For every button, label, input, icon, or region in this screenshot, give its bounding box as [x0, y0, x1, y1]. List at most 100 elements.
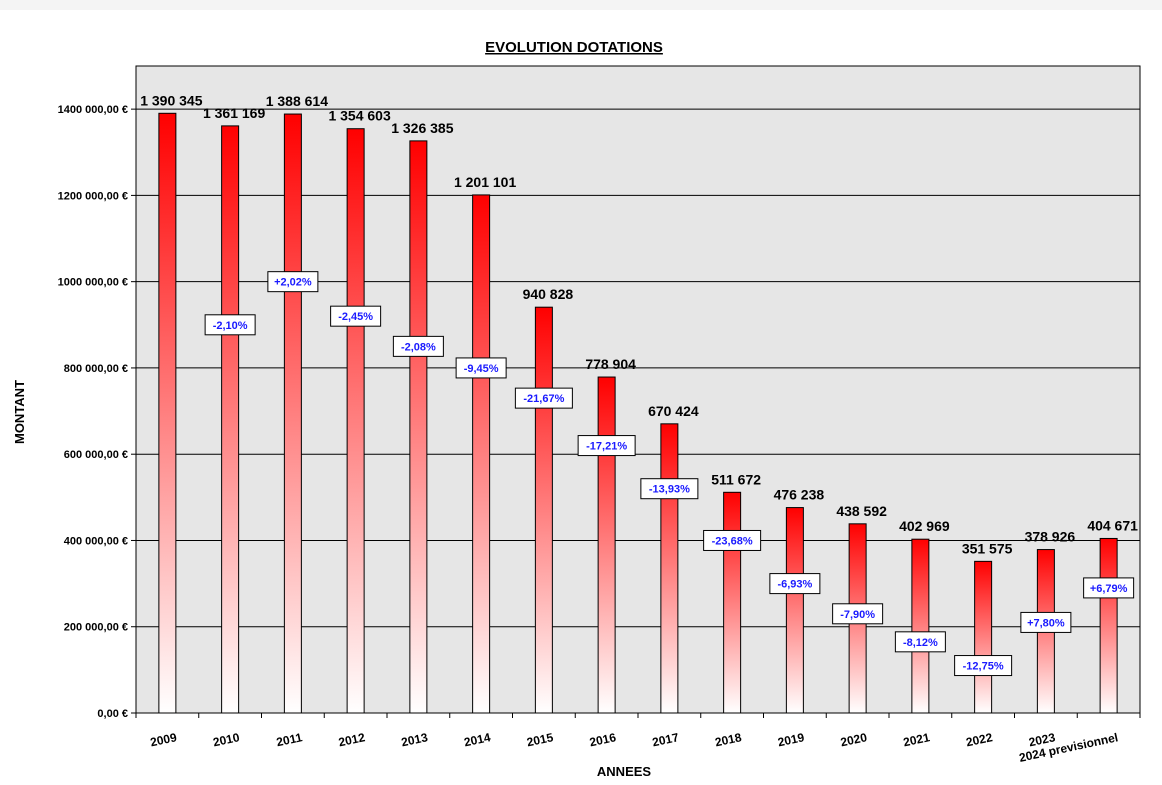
change-label-text: -12,75% [963, 661, 1004, 673]
change-label: -6,93% [769, 573, 821, 595]
change-label-box [577, 435, 636, 457]
change-label-text: -13,93% [649, 484, 690, 496]
value-label: 511 672 [711, 471, 761, 487]
change-label-text: -2,45% [338, 311, 373, 323]
bar [472, 194, 491, 714]
bar [158, 112, 177, 714]
y-axis-label: MONTANT [12, 380, 27, 444]
x-tick-label: 2009 [149, 730, 178, 749]
change-label-box [1020, 611, 1072, 633]
value-label: 1 361 169 [203, 105, 265, 121]
change-label-box [392, 335, 444, 357]
change-label: -2,08% [392, 335, 444, 357]
value-label: 351 575 [962, 540, 1013, 556]
change-label: -8,12% [894, 631, 946, 653]
y-tick-label: 0,00 € [97, 708, 128, 720]
x-axis-label: ANNEES [597, 764, 652, 779]
value-label: 476 238 [774, 487, 825, 503]
change-label-box [769, 573, 821, 595]
x-tick-label: 2014 [463, 730, 492, 749]
change-label: -2,10% [204, 314, 256, 336]
bar [974, 560, 993, 714]
change-label-box [514, 387, 573, 409]
top-strip [0, 0, 1162, 10]
x-tick-label: 2022 [965, 730, 994, 749]
x-tick-label: 2010 [212, 730, 241, 749]
value-label: 438 592 [836, 503, 887, 519]
value-label: 778 904 [585, 356, 636, 372]
change-label: -12,75% [954, 655, 1013, 677]
change-label-text: -2,10% [213, 320, 248, 332]
change-label-text: -9,45% [464, 363, 499, 375]
change-label-text: +6,79% [1090, 583, 1128, 595]
y-axis-ticks: 0,00 € 200 000,00 € 400 000,00 € 600 000,00… [58, 104, 136, 720]
value-label: 1 326 385 [391, 120, 453, 136]
change-label: -23,68% [703, 529, 762, 551]
change-label-text: +7,80% [1027, 617, 1065, 629]
y-tick-label: 1200 000,00 € [58, 190, 128, 202]
change-label: +2,02% [267, 271, 319, 293]
change-label-box [832, 603, 884, 625]
x-tick-label: 2020 [839, 730, 868, 749]
bar [723, 491, 742, 714]
change-label-box [330, 305, 382, 327]
x-tick-label: 2018 [714, 730, 743, 749]
y-tick-label: 800 000,00 € [64, 363, 128, 375]
change-label: -13,93% [640, 478, 699, 500]
x-tick-label: 2021 [902, 730, 931, 749]
bar [597, 376, 616, 714]
change-label-box [455, 357, 507, 379]
change-label-box [204, 314, 256, 336]
bar [221, 125, 240, 714]
y-tick-label: 400 000,00 € [64, 535, 128, 547]
value-label: 1 201 101 [454, 174, 516, 190]
change-label-box [267, 271, 319, 293]
value-label: 1 388 614 [266, 93, 328, 109]
y-tick-label: 200 000,00 € [64, 622, 128, 634]
x-tick-label: 2017 [651, 730, 680, 749]
x-tick-label: 2019 [776, 730, 805, 749]
change-label-text: -2,08% [401, 341, 436, 353]
change-label-text: -17,21% [586, 441, 627, 453]
bar [1099, 537, 1118, 714]
change-label: -9,45% [455, 357, 507, 379]
change-label-text: +2,02% [274, 277, 312, 289]
value-label: 1 354 603 [328, 108, 390, 124]
value-label: 404 671 [1087, 517, 1138, 533]
y-tick-label: 1400 000,00 € [58, 104, 128, 116]
plot-area [135, 65, 1141, 714]
change-label-box [1083, 577, 1135, 599]
value-label: 1 390 345 [140, 92, 202, 108]
change-label-text: -23,68% [712, 535, 753, 547]
bar [534, 306, 553, 714]
change-label: +6,79% [1083, 577, 1135, 599]
change-label-text: -6,93% [777, 579, 812, 591]
value-label: 402 969 [899, 518, 950, 534]
change-label-box [640, 478, 699, 500]
change-label-box [954, 655, 1013, 677]
y-tick-label: 1000 000,00 € [58, 277, 128, 289]
change-label-text: -21,67% [523, 393, 564, 405]
bar [409, 140, 428, 714]
value-label: 940 828 [523, 286, 574, 302]
x-axis-ticks: 2009 2010 2011 2012 2013 2014 2015 2016 2017 2018… [135, 713, 1141, 765]
bar [283, 113, 302, 714]
x-tick-label: 2023 [1027, 730, 1056, 749]
y-tick-label: 600 000,00 € [64, 449, 128, 461]
value-label: 378 926 [1025, 529, 1076, 545]
change-label-box [894, 631, 946, 653]
value-label: 670 424 [648, 403, 699, 419]
x-tick-label: 2016 [588, 730, 617, 749]
change-label: +7,80% [1020, 611, 1072, 633]
x-tick-label: 2013 [400, 730, 429, 749]
chart-title: EVOLUTION DOTATIONS [485, 39, 663, 56]
change-label-text: -8,12% [903, 637, 938, 649]
x-tick-label: 2012 [337, 730, 366, 749]
bar [660, 423, 679, 714]
change-label: -7,90% [832, 603, 884, 625]
change-label-box [703, 529, 762, 551]
bar [785, 507, 804, 714]
change-label: -21,67% [514, 387, 573, 409]
change-labels: -2,10% +2,02% -2,45% -2,08% -9,45% -21,67% -17… [204, 271, 1135, 677]
